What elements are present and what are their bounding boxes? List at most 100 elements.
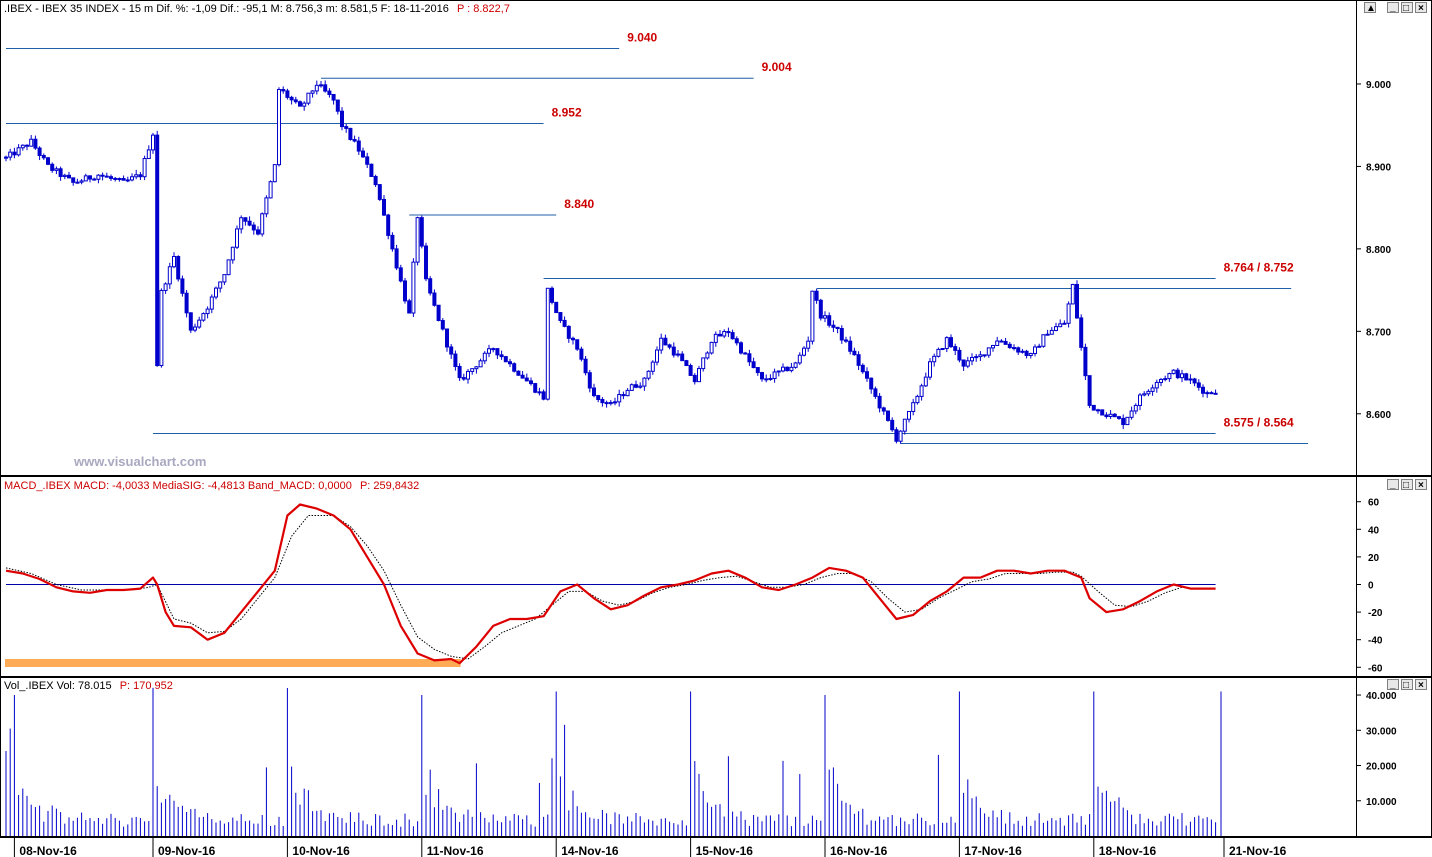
candle-body bbox=[655, 349, 659, 363]
date-axis: 08-Nov-16 09-Nov-16 10-Nov-16 11-Nov-16 14-N… bbox=[13, 837, 1287, 857]
candle-body bbox=[692, 374, 697, 383]
candle-body bbox=[865, 371, 869, 379]
candle-body bbox=[167, 266, 172, 285]
macd-header-p: P: 259,8432 bbox=[360, 480, 419, 492]
date-tick-label: 16-Nov-16 bbox=[830, 844, 888, 857]
candle-body bbox=[180, 278, 185, 294]
macd-panel-buttons: _ □ × bbox=[1387, 479, 1427, 492]
candle-body bbox=[184, 292, 189, 314]
candle-body bbox=[1196, 382, 1201, 388]
candle-body bbox=[306, 92, 311, 104]
macd-header: MACD_.IBEX MACD: -4,0033 MediaSIG: -4,48… bbox=[4, 480, 419, 492]
vol-close-button[interactable]: × bbox=[1415, 679, 1427, 692]
candle-body bbox=[457, 365, 462, 379]
candle-body bbox=[902, 418, 907, 432]
candle-body bbox=[508, 361, 512, 365]
candle-body bbox=[890, 419, 895, 431]
macd-maximize-button[interactable]: □ bbox=[1401, 479, 1413, 492]
vol-minimize-button[interactable]: _ bbox=[1387, 679, 1399, 690]
candle-body bbox=[743, 352, 748, 355]
candle-body bbox=[201, 313, 206, 321]
candle-body bbox=[75, 181, 80, 184]
candle-body bbox=[991, 344, 995, 349]
candle-body bbox=[625, 389, 630, 397]
price-header-text: .IBEX - IBEX 35 INDEX - 15 m Dif. %: -1,… bbox=[4, 3, 449, 15]
candle-body bbox=[873, 388, 878, 397]
macd-series bbox=[5, 503, 1216, 667]
date-tick-label: 18-Nov-16 bbox=[1099, 844, 1157, 857]
candle-body bbox=[293, 99, 298, 103]
candle-body bbox=[466, 370, 470, 380]
candle-body bbox=[256, 229, 260, 235]
price-maximize-button[interactable]: □ bbox=[1401, 2, 1413, 15]
candle-body bbox=[579, 348, 584, 360]
candle-body bbox=[344, 126, 349, 129]
macd-tick-label: 20 bbox=[1368, 553, 1380, 564]
candle-body bbox=[419, 217, 424, 247]
candle-body bbox=[1188, 378, 1193, 381]
candle-body bbox=[894, 429, 899, 442]
candle-body bbox=[390, 234, 395, 250]
candle-body bbox=[1192, 378, 1197, 384]
candle-body bbox=[550, 287, 554, 303]
candle-body bbox=[835, 326, 840, 330]
candle-body bbox=[29, 138, 34, 147]
candle-body bbox=[709, 341, 714, 354]
svg-text:_: _ bbox=[1389, 679, 1396, 690]
candle-body bbox=[844, 339, 848, 342]
price-close-button[interactable]: × bbox=[1415, 2, 1427, 15]
candle-body bbox=[1062, 322, 1067, 325]
level-label-6: 8.575 / 8.564 bbox=[1224, 416, 1294, 430]
candle-body bbox=[125, 179, 130, 182]
price-up-button[interactable]: ▲ bbox=[1364, 2, 1376, 15]
candle-body bbox=[176, 256, 181, 280]
candle-body bbox=[1033, 346, 1037, 355]
candle-body bbox=[600, 398, 605, 404]
candle-body bbox=[218, 281, 223, 289]
candle-body bbox=[529, 380, 533, 385]
date-tick-label: 15-Nov-16 bbox=[696, 844, 754, 857]
candle-body bbox=[592, 387, 596, 397]
price-header-p: P : 8.822,7 bbox=[457, 3, 510, 15]
vol-maximize-button[interactable]: □ bbox=[1401, 679, 1413, 692]
macd-close-button[interactable]: × bbox=[1415, 479, 1427, 492]
candle-body bbox=[482, 352, 487, 362]
candle-body bbox=[915, 395, 920, 404]
candle-body bbox=[583, 358, 588, 374]
candle-body bbox=[604, 402, 609, 405]
candle-body bbox=[797, 354, 802, 364]
price-candles bbox=[4, 80, 1218, 444]
macd-minimize-button[interactable]: _ bbox=[1387, 479, 1399, 490]
svg-text:×: × bbox=[1418, 480, 1424, 491]
candle-body bbox=[1125, 416, 1130, 426]
candle-body bbox=[365, 156, 370, 165]
vol-tick-label: 10.000 bbox=[1366, 797, 1397, 808]
candle-body bbox=[1133, 404, 1138, 412]
candle-body bbox=[155, 134, 160, 367]
candle-body bbox=[1112, 413, 1117, 418]
svg-text:×: × bbox=[1418, 680, 1424, 691]
band-macd-bar bbox=[5, 659, 461, 667]
date-tick-label: 17-Nov-16 bbox=[964, 844, 1022, 857]
volume-axis: 10.000 20.000 30.000 40.000 bbox=[1356, 691, 1397, 808]
candle-body bbox=[1184, 373, 1189, 381]
candle-body bbox=[965, 360, 970, 367]
candle-body bbox=[772, 371, 777, 380]
candle-body bbox=[869, 377, 874, 390]
candle-body bbox=[562, 319, 567, 327]
candle-body bbox=[1075, 283, 1079, 319]
svg-text:▲: ▲ bbox=[1366, 3, 1376, 14]
candle-body bbox=[877, 395, 882, 409]
price-axis: 8.600 8.700 8.800 8.900 9.000 bbox=[1356, 80, 1391, 421]
price-tick-label: 8.700 bbox=[1366, 327, 1391, 338]
candle-body bbox=[461, 377, 466, 380]
candle-body bbox=[726, 331, 731, 334]
candle-body bbox=[1121, 417, 1126, 426]
candle-body bbox=[1024, 350, 1029, 356]
price-minimize-button[interactable]: _ bbox=[1387, 2, 1399, 13]
svg-text:□: □ bbox=[1403, 480, 1409, 491]
candle-body bbox=[688, 365, 693, 376]
vol-header: Vol_.IBEX Vol: 78.015 P: 170.952 bbox=[4, 680, 173, 692]
candle-body bbox=[100, 174, 105, 177]
macd-axis: -60 -40 -20 0 20 40 60 bbox=[1356, 498, 1383, 674]
